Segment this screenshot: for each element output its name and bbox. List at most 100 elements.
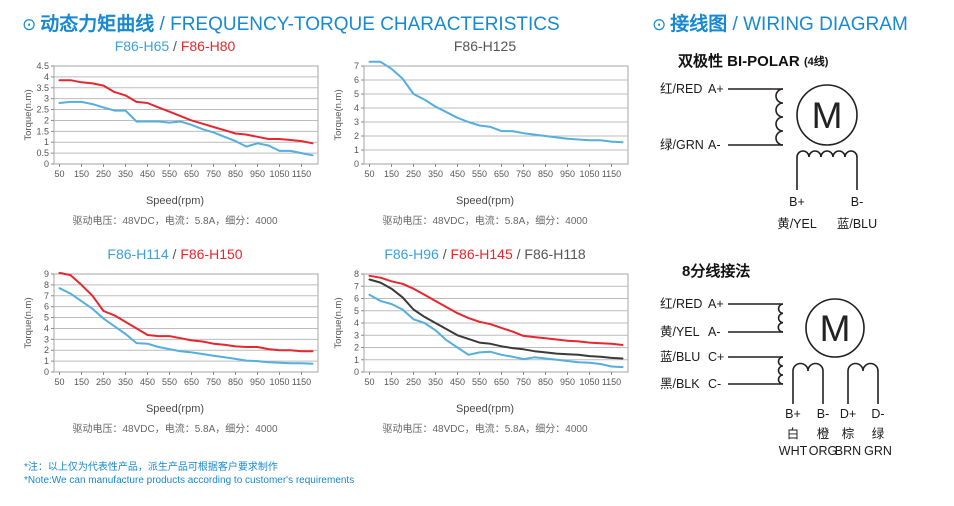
- color-cn-grn: 绿: [872, 426, 885, 441]
- y-tick-label: 9: [44, 269, 49, 279]
- y-tick-label: 0: [44, 159, 49, 169]
- y-tick-label: 1: [354, 145, 359, 155]
- y-tick-label: 5: [354, 89, 359, 99]
- x-tick-label: 550: [472, 169, 487, 179]
- chart-title-model: F86-H150: [180, 246, 243, 262]
- series-F86-H65: [58, 100, 314, 157]
- chart-title-separator: /: [168, 246, 181, 262]
- chart-title: F86-H125: [332, 38, 638, 58]
- x-tick-label: 1150: [602, 169, 621, 179]
- series-F86-H118: [368, 278, 624, 360]
- plot-area: [53, 273, 319, 373]
- y-tick-label: 6: [354, 294, 359, 304]
- y-tick-label: 7: [354, 61, 359, 71]
- series-F86-H96: [368, 293, 624, 369]
- x-tick-label: 950: [560, 377, 575, 387]
- chart-title: F86-H65 / F86-H80: [22, 38, 328, 58]
- x-axis-label: Speed(rpm): [455, 403, 515, 415]
- y-tick-label: 2: [44, 345, 49, 355]
- chart-title-model: F86-H125: [453, 38, 517, 54]
- x-tick-label: 650: [184, 377, 199, 387]
- chart-caption: 驱动电压：48VDC，电流：5.8A，细分：4000: [72, 216, 278, 227]
- terminal-d-minus: D-: [871, 407, 884, 421]
- x-tick-label: 250: [96, 377, 111, 387]
- x-tick-label: 450: [140, 377, 155, 387]
- motor-m-label: M: [820, 308, 851, 349]
- circle-dot-icon: ⊙: [22, 15, 37, 34]
- terminal-b-plus: B+: [789, 195, 805, 209]
- terminal-c-plus: C+: [708, 350, 724, 364]
- motor-circle: [805, 298, 865, 358]
- y-tick-label: 3: [354, 117, 359, 127]
- x-tick-label: 850: [228, 377, 243, 387]
- wiring-diagrams: 双极性 BI-POLAR (4线) 红/RED A+ 绿/GRN A- M B+…: [660, 52, 892, 458]
- plot-svg: 00.511.522.533.544.5 50 150 250 350 450 550 650…: [23, 61, 319, 179]
- terminal-b-minus: B-: [851, 195, 864, 209]
- x-tick-label: 350: [428, 377, 443, 387]
- y-axis-label: Torque(n.m): [333, 89, 344, 140]
- x-tick-label: 1150: [292, 169, 311, 179]
- terminal-b-plus: B+: [785, 407, 801, 421]
- x-tick-label: 450: [450, 377, 465, 387]
- eight-wire-title: 8分线接法: [682, 262, 750, 280]
- x-tick-label: 50: [364, 169, 374, 179]
- x-axis-label: Speed(rpm): [145, 195, 205, 207]
- y-tick-label: 8: [44, 280, 49, 290]
- x-tick-label: 650: [494, 377, 509, 387]
- y-tick-label: 2: [354, 131, 359, 141]
- series-F86-H125: [368, 60, 624, 144]
- chart-title-model: F86-H80: [180, 38, 236, 54]
- header-en: WIRING DIAGRAM: [743, 14, 908, 35]
- header-separator: /: [154, 14, 171, 35]
- chart-block-f86-h125: F86-H125 0 1 2 3 4 5 6 7 50 150 250 350 450 550 650 750…: [332, 38, 638, 227]
- torque-speed-plot: 0 1 2 3 4 5 6 7 50 150 250 350 450 550 650 750 850 950 105…: [332, 58, 638, 192]
- y-tick-label: 4.5: [36, 61, 49, 71]
- chart-title-model: F86-H118: [524, 246, 586, 262]
- chart-title: F86-H96 / F86-H145 / F86-H118: [332, 246, 638, 266]
- y-axis-label: Torque(n.m): [23, 297, 34, 348]
- wire-label-yel: 黄/YEL: [660, 325, 700, 339]
- wire-label-blu: 蓝/BLU: [660, 350, 700, 364]
- x-tick-label: 150: [74, 377, 89, 387]
- color-en-org: ORG: [809, 444, 837, 458]
- color-cn-org: 橙: [817, 426, 830, 441]
- section-header-torque-curves: ⊙ 动态力矩曲线 / FREQUENCY-TORQUE CHARACTERISTI…: [22, 9, 560, 36]
- x-tick-label: 750: [516, 169, 531, 179]
- motor-m-label: M: [812, 95, 843, 136]
- color-en-brn: BRN: [835, 444, 861, 458]
- y-tick-label: 2.5: [36, 105, 49, 115]
- chart-block-f86-h65-h80: F86-H65 / F86-H80 0 0.5 1 1.5 2 2.5 3 3.5 4 4.5 50…: [22, 38, 328, 227]
- y-tick-label: 4: [354, 103, 359, 113]
- chart-title-separator: /: [512, 246, 525, 262]
- coil-b-icon: [792, 362, 824, 372]
- x-tick-label: 350: [118, 377, 133, 387]
- x-tick-label: 250: [406, 377, 421, 387]
- wire-label-red: 红/RED: [660, 296, 702, 311]
- terminal-a-plus: A+: [708, 82, 724, 96]
- y-tick-label: 5: [44, 313, 49, 323]
- x-tick-label: 950: [560, 169, 575, 179]
- chart-block-f86-h114-h150: F86-H114 / F86-H150 0 1 2 3 4 5 6 7 8 9 50 150 250 35…: [22, 246, 328, 435]
- terminal-a-minus: A-: [708, 138, 721, 152]
- color-cn-brn: 棕: [842, 426, 855, 441]
- y-tick-label: 0.5: [36, 148, 49, 158]
- y-tick-label: 4: [354, 318, 359, 328]
- chart-caption: 驱动电压：48VDC，电流：5.8A，细分：4000: [72, 424, 278, 435]
- y-tick-label: 7: [44, 291, 49, 301]
- motor-circle: [796, 84, 858, 146]
- terminal-b-minus: B-: [817, 407, 830, 421]
- chart-title-model: F86-H65: [114, 38, 170, 54]
- y-tick-label: 1.5: [36, 126, 49, 136]
- y-tick-label: 1: [44, 137, 49, 147]
- y-tick-label: 3: [354, 330, 359, 340]
- wire-label-grn: 绿/GRN: [660, 137, 704, 152]
- x-tick-label: 1050: [269, 377, 289, 387]
- bipolar-title-suffix: (4线): [804, 54, 829, 68]
- chart-caption: 驱动电压：48VDC，电流：5.8A，细分：4000: [382, 424, 588, 435]
- y-tick-label: 2: [44, 115, 49, 125]
- chart-caption: 驱动电压：48VDC，电流：5.8A，细分：4000: [382, 216, 588, 227]
- x-tick-label: 1150: [292, 377, 311, 387]
